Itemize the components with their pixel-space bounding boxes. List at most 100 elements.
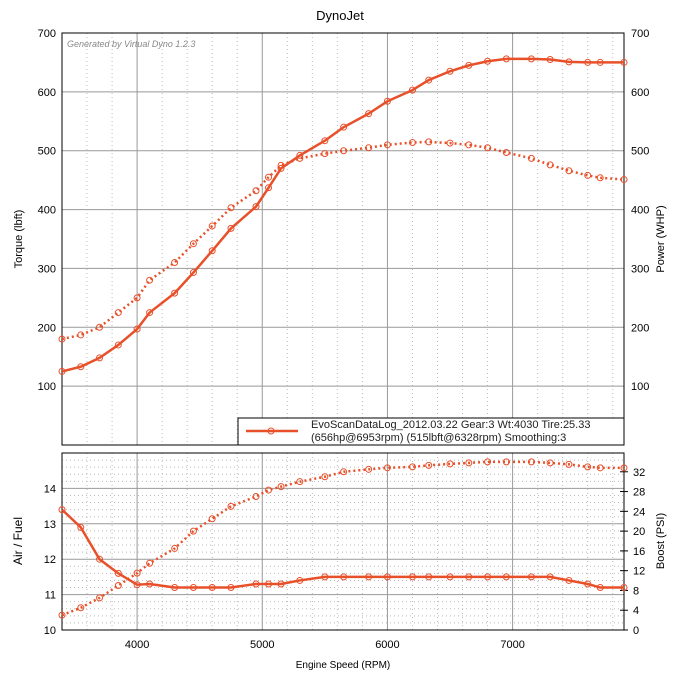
y2-tick-label: 0 — [633, 625, 639, 637]
data-point — [321, 150, 329, 158]
data-point — [425, 461, 433, 469]
data-point — [502, 148, 510, 156]
data-point — [114, 582, 122, 590]
y2-tick-label: 24 — [633, 506, 645, 518]
y2-tick-label: 500 — [631, 146, 649, 158]
data-point — [596, 584, 604, 592]
data-point — [96, 555, 104, 563]
data-point — [383, 141, 391, 149]
data-point — [96, 354, 104, 362]
data-point — [446, 67, 454, 75]
data-point — [565, 460, 573, 468]
data-point — [296, 478, 304, 486]
lower-y2-label: Boost (PSI) — [655, 513, 667, 569]
data-point — [596, 464, 604, 472]
y-tick-label: 12 — [44, 554, 56, 566]
data-point — [502, 458, 510, 466]
data-point — [446, 139, 454, 147]
y-tick-label: 13 — [44, 519, 56, 531]
x-tick-label: 6000 — [375, 639, 399, 651]
data-point — [58, 367, 66, 375]
data-point — [425, 138, 433, 146]
data-point — [321, 573, 329, 581]
data-point — [484, 573, 492, 581]
data-point — [171, 289, 179, 297]
data-point — [446, 460, 454, 468]
data-point — [171, 259, 179, 267]
data-point — [77, 523, 85, 531]
data-point — [58, 335, 66, 343]
data-point — [408, 138, 416, 146]
data-point — [527, 55, 535, 63]
data-point — [133, 325, 141, 333]
data-point — [527, 573, 535, 581]
data-point — [227, 204, 235, 212]
data-point — [408, 86, 416, 94]
plot-area — [62, 453, 624, 630]
x-tick-label: 4000 — [125, 639, 149, 651]
x-tick-label: 7000 — [500, 639, 524, 651]
chart-title: DynoJet — [316, 8, 364, 23]
data-point — [565, 576, 573, 584]
y-tick-label: 600 — [38, 87, 56, 99]
data-point — [133, 581, 141, 589]
data-point — [340, 468, 348, 476]
data-point — [189, 584, 197, 592]
data-point — [365, 144, 373, 152]
lower-y-label: Air / Fuel — [11, 517, 25, 565]
data-point — [96, 323, 104, 331]
y2-tick-label: 600 — [631, 87, 649, 99]
watermark: Generated by Virtual Dyno 1.2.3 — [67, 39, 195, 49]
data-point — [77, 604, 85, 612]
data-point — [114, 309, 122, 317]
y2-tick-label: 400 — [631, 205, 649, 217]
data-point — [502, 55, 510, 63]
data-point — [465, 459, 473, 467]
data-point — [408, 573, 416, 581]
data-point — [265, 184, 273, 192]
y-tick-label: 14 — [44, 483, 56, 495]
y-tick-label: 11 — [45, 590, 56, 602]
y-tick-label: 10 — [44, 625, 56, 637]
data-point — [146, 276, 154, 284]
data-point — [58, 506, 66, 514]
data-point — [146, 559, 154, 567]
data-point — [340, 573, 348, 581]
data-point — [321, 137, 329, 145]
data-point — [584, 463, 592, 471]
y2-tick-label: 20 — [633, 526, 645, 538]
x-axis-label: Engine Speed (RPM) — [296, 660, 391, 671]
data-point — [465, 141, 473, 149]
data-point — [596, 174, 604, 182]
data-point — [189, 240, 197, 248]
data-point — [484, 458, 492, 466]
data-point — [277, 161, 285, 169]
data-point — [277, 580, 285, 588]
data-point — [77, 331, 85, 339]
data-point — [546, 55, 554, 63]
data-point — [265, 173, 273, 181]
data-point — [77, 363, 85, 371]
data-point — [133, 294, 141, 302]
y-tick-label: 100 — [38, 381, 56, 393]
data-point — [208, 247, 216, 255]
data-point — [565, 167, 573, 175]
data-point — [96, 594, 104, 602]
data-point — [546, 459, 554, 467]
data-point — [189, 269, 197, 277]
data-point — [620, 58, 628, 66]
data-point — [146, 580, 154, 588]
data-point — [58, 611, 66, 619]
data-point — [296, 151, 304, 159]
upper-y-label: Torque (lbft) — [13, 210, 25, 269]
data-point — [277, 483, 285, 491]
data-point — [596, 58, 604, 66]
data-point — [620, 584, 628, 592]
data-point — [425, 573, 433, 581]
data-point — [252, 580, 260, 588]
data-point — [114, 569, 122, 577]
y2-tick-label: 8 — [633, 585, 639, 597]
data-point — [296, 576, 304, 584]
data-point — [171, 584, 179, 592]
